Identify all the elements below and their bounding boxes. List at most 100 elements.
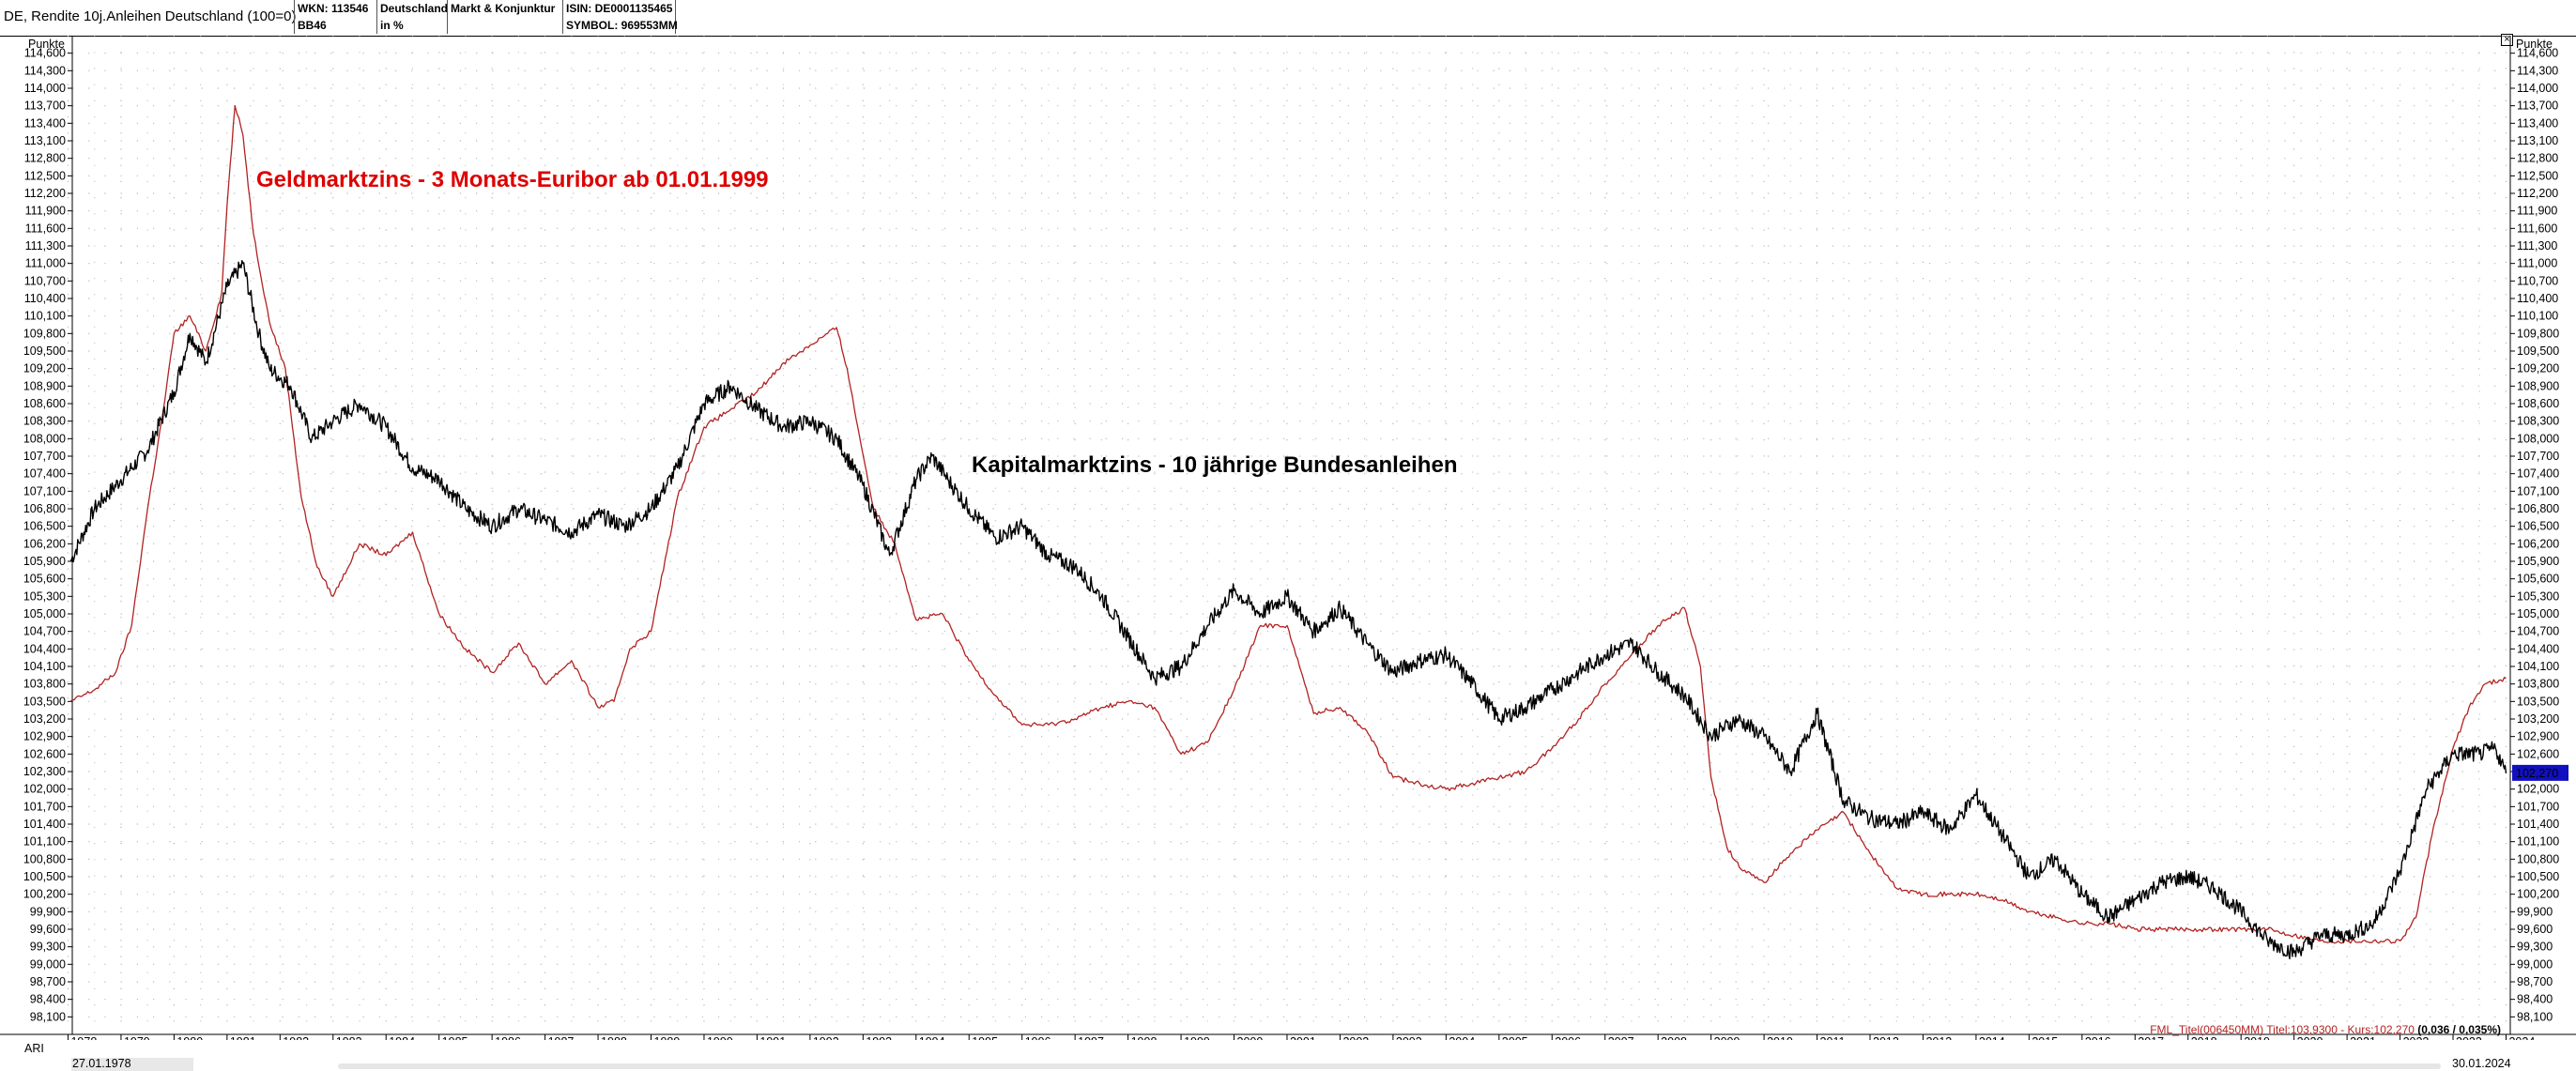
x-tick-label: 1992 [813, 1035, 839, 1040]
y-tick-label-left: 108,300 [23, 415, 66, 428]
y-tick-label-right: 110,700 [2517, 274, 2558, 287]
y-tick-label-left: 114,600 [24, 47, 66, 60]
x-tick-label: 1993 [866, 1035, 892, 1040]
header-cell-isin: ISIN: DE0001135465 SYMBOL: 969553MM [562, 0, 678, 34]
unit-label: in % [380, 19, 404, 32]
y-tick-label-left: 109,200 [23, 362, 66, 375]
y-tick-label-right: 103,200 [2517, 712, 2559, 726]
y-tick-label-left: 105,000 [23, 607, 66, 620]
y-tick-label-left: 113,400 [24, 116, 66, 130]
y-tick-label-left: 100,200 [23, 888, 66, 901]
y-tick-label-right: 98,100 [2517, 1010, 2553, 1023]
y-tick-label-right: 105,000 [2517, 607, 2559, 620]
x-tick-label: 1983 [336, 1035, 362, 1040]
x-tick-label: 2012 [1873, 1035, 1899, 1040]
x-tick-label: 2002 [1342, 1035, 1369, 1040]
wkn-label: WKN: 113546 [298, 2, 369, 15]
y-tick-label-left: 111,900 [25, 205, 66, 218]
y-tick-label-left: 107,700 [23, 450, 66, 463]
x-tick-label: 2007 [1608, 1035, 1634, 1040]
y-tick-label-left: 111,300 [25, 239, 66, 252]
x-tick-label: 1996 [1025, 1035, 1051, 1040]
y-tick-label-right: 110,100 [2517, 310, 2558, 323]
x-tick-label: 1989 [654, 1035, 681, 1040]
y-tick-label-left: 106,500 [23, 520, 66, 533]
y-tick-label-left: 98,100 [30, 1010, 66, 1023]
header-cell-wkn: WKN: 113546 BB46 [294, 0, 377, 34]
y-tick-label-left: 114,300 [24, 64, 66, 77]
y-tick-label-left: 108,900 [23, 379, 66, 392]
y-tick-label-right: 107,100 [2517, 484, 2559, 497]
y-tick-label-right: 98,700 [2517, 975, 2553, 988]
y-tick-label-right: 99,300 [2517, 941, 2553, 954]
y-tick-label-left: 104,400 [23, 642, 66, 655]
y-tick-label-left: 103,800 [23, 678, 66, 691]
y-tick-label-left: 112,200 [24, 187, 66, 200]
kurs-info: FML_Titel(006450MM) Titel:103,9300 - Kur… [2150, 1023, 2501, 1036]
y-tick-label-right: 102,600 [2517, 747, 2559, 760]
y-tick-label-right: 106,500 [2517, 520, 2559, 533]
y-tick-label-left: 99,300 [30, 941, 66, 954]
symbol-label: SYMBOL: 969553MM [566, 19, 678, 32]
y-tick-label-left: 101,700 [23, 800, 66, 813]
y-tick-label-left: 102,000 [23, 783, 66, 796]
x-tick-label: 2019 [2244, 1035, 2270, 1040]
y-tick-label-right: 114,300 [2517, 64, 2558, 77]
y-tick-label-left: 111,600 [25, 222, 66, 235]
y-tick-label-right: 104,400 [2517, 642, 2559, 655]
y-unit-label-right: Punkte [2516, 38, 2553, 51]
y-tick-label-left: 112,800 [24, 152, 66, 165]
x-tick-label: 1984 [389, 1035, 415, 1040]
y-tick-label-right: 101,700 [2517, 800, 2559, 813]
y-tick-label-right: 98,400 [2517, 993, 2553, 1006]
x-tick-label: 2008 [1661, 1035, 1687, 1040]
x-tick-label: 1980 [176, 1035, 203, 1040]
x-tick-label: 1991 [759, 1035, 786, 1040]
y-tick-label-left: 99,900 [30, 905, 66, 918]
x-tick-label: 1986 [495, 1035, 521, 1040]
chart-plot: 114,600 114,300 114,000 113,700 113,400 113,1… [0, 36, 2576, 1040]
x-tick-label: 1979 [124, 1035, 150, 1040]
x-tick-label: 2017 [2138, 1035, 2164, 1040]
x-tick-label: 2024 [2508, 1035, 2535, 1040]
y-tick-label-right: 112,800 [2517, 152, 2558, 165]
y-tick-label-left: 107,100 [23, 484, 66, 497]
y-tick-label-right: 107,400 [2517, 467, 2559, 481]
y-tick-label-right: 112,200 [2517, 187, 2558, 200]
y-tick-label-left: 109,800 [23, 327, 66, 340]
series-line-kapitalmarktzins [69, 259, 2507, 960]
last-value-box [2512, 764, 2568, 781]
y-tick-label-left: 114,000 [24, 82, 66, 95]
y-tick-label-left: 106,800 [23, 502, 66, 515]
y-tick-label-left: 103,500 [23, 695, 66, 708]
y-tick-label-right: 111,000 [2517, 257, 2557, 270]
y-tick-label-left: 112,500 [24, 169, 66, 182]
x-tick-label: 2013 [1925, 1035, 1952, 1040]
chart-header: DE, Rendite 10j.Anleihen Deutschland (10… [0, 0, 2576, 37]
x-tick-label: 2011 [1820, 1035, 1846, 1040]
y-axis-right: 114,600 114,300 114,000 113,700 113,400 113,1… [2510, 47, 2559, 1023]
y-tick-label-right: 102,000 [2517, 783, 2559, 796]
x-tick-label: 2023 [2456, 1035, 2482, 1040]
x-axis: 1978 1979 1980 1981 1982 1983 1984 1985 1986 1987… [67, 1034, 2535, 1040]
y-tick-label-right: 105,600 [2517, 573, 2559, 586]
y-tick-label-right: 102,900 [2517, 730, 2559, 743]
x-tick-label: 2016 [2085, 1035, 2111, 1040]
x-tick-label: 1997 [1078, 1035, 1104, 1040]
y-tick-label-left: 101,400 [23, 818, 66, 831]
x-tick-label: 1998 [1131, 1035, 1158, 1040]
horizontal-scrollbar[interactable] [338, 1063, 2441, 1069]
x-tick-label: 2015 [2032, 1035, 2058, 1040]
y-tick-label-left: 102,600 [23, 747, 66, 760]
y-tick-label-left: 113,700 [24, 99, 66, 113]
y-tick-label-right: 101,100 [2517, 835, 2559, 849]
y-tick-label-right: 105,900 [2517, 555, 2559, 568]
y-tick-label-right: 109,500 [2517, 344, 2559, 358]
y-tick-label-left: 98,700 [30, 975, 66, 988]
y-tick-label-left: 108,000 [23, 432, 66, 445]
x-tick-label: 1990 [707, 1035, 733, 1040]
y-tick-label-left: 102,300 [23, 765, 66, 778]
isin-label: ISIN: DE0001135465 [566, 2, 673, 15]
y-tick-label-left: 110,100 [24, 310, 66, 323]
